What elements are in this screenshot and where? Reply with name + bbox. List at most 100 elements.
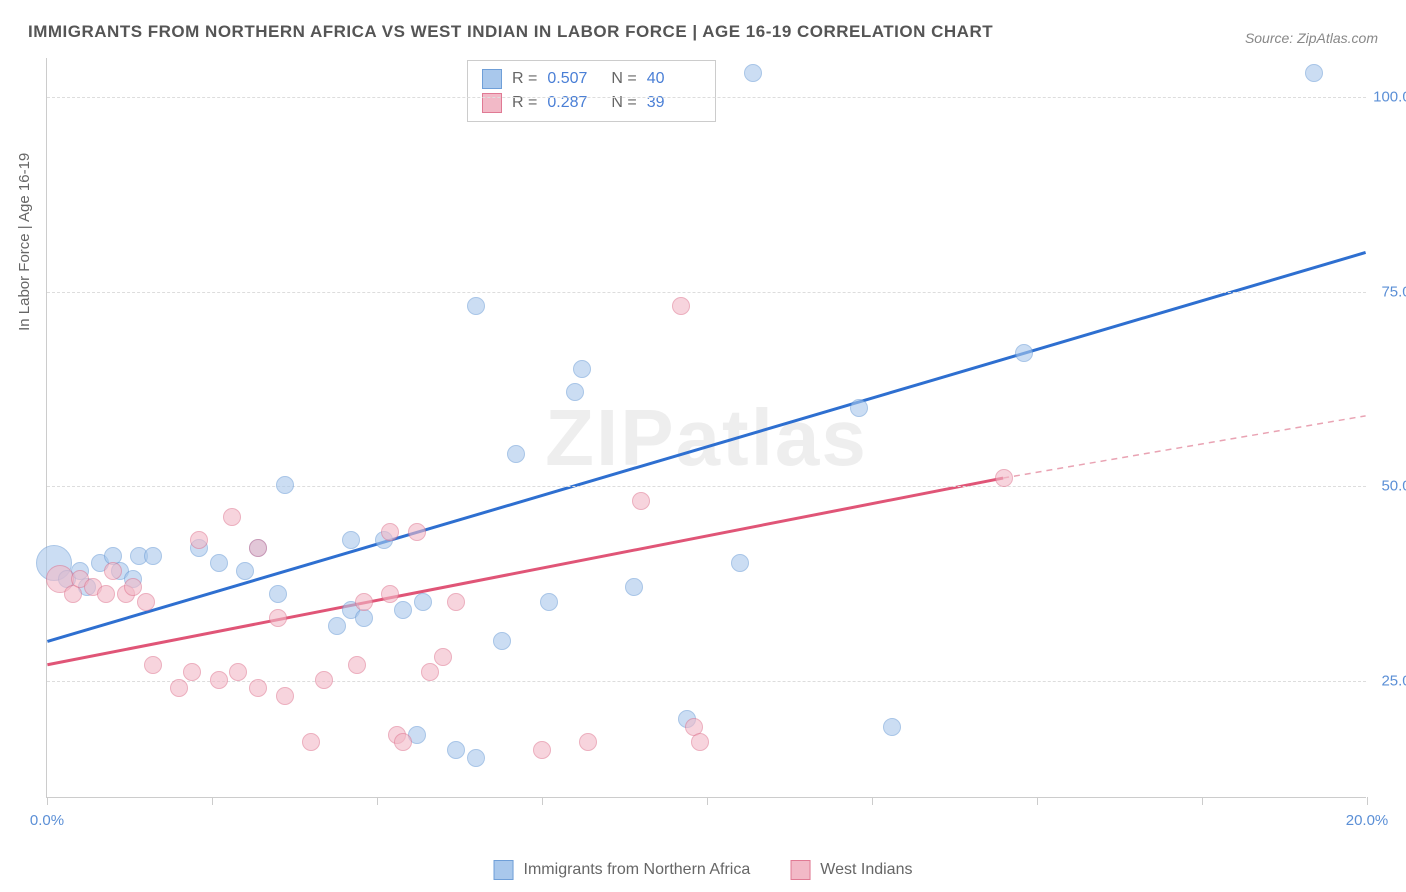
x-tick [707, 797, 708, 805]
gridline [47, 681, 1366, 682]
y-tick-label: 100.0% [1373, 88, 1406, 105]
scatter-point [995, 469, 1013, 487]
gridline [47, 292, 1366, 293]
x-tick [1037, 797, 1038, 805]
y-tick-label: 25.0% [1381, 673, 1406, 690]
scatter-point [381, 585, 399, 603]
legend-label-a: Immigrants from Northern Africa [524, 861, 751, 879]
legend: Immigrants from Northern Africa West Ind… [494, 860, 913, 880]
scatter-point [137, 593, 155, 611]
scatter-point [144, 547, 162, 565]
scatter-point [1305, 64, 1323, 82]
r-value-a: 0.507 [547, 70, 601, 88]
gridline [47, 97, 1366, 98]
scatter-point [883, 718, 901, 736]
r-label: R = [512, 70, 537, 88]
source-attribution: Source: ZipAtlas.com [1245, 30, 1378, 46]
scatter-point [632, 492, 650, 510]
scatter-point [850, 399, 868, 417]
n-value-a: 40 [647, 70, 701, 88]
scatter-point [625, 578, 643, 596]
scatter-point [223, 508, 241, 526]
gridline [47, 486, 1366, 487]
scatter-point [348, 656, 366, 674]
y-tick-label: 75.0% [1381, 283, 1406, 300]
scatter-point [144, 656, 162, 674]
scatter-point [467, 749, 485, 767]
scatter-point [97, 585, 115, 603]
chart-title: IMMIGRANTS FROM NORTHERN AFRICA VS WEST … [28, 22, 993, 42]
x-tick-label: 0.0% [30, 812, 64, 829]
scatter-point [381, 523, 399, 541]
y-axis-label: In Labor Force | Age 16-19 [16, 153, 33, 331]
scatter-point [467, 297, 485, 315]
scatter-point [236, 562, 254, 580]
trend-line [1003, 416, 1366, 478]
scatter-point [744, 64, 762, 82]
scatter-point [183, 663, 201, 681]
x-tick [872, 797, 873, 805]
trend-lines-layer [47, 58, 1366, 797]
scatter-point [731, 554, 749, 572]
x-tick [47, 797, 48, 805]
plot-area: ZIPatlas R = 0.507 N = 40 R = 0.287 N = … [46, 58, 1366, 798]
scatter-point [269, 585, 287, 603]
scatter-point [229, 663, 247, 681]
scatter-point [190, 531, 208, 549]
scatter-point [1015, 344, 1033, 362]
trend-line [47, 478, 1003, 665]
scatter-point [328, 617, 346, 635]
watermark-text: ZIPatlas [545, 392, 868, 484]
scatter-point [493, 632, 511, 650]
scatter-point [269, 609, 287, 627]
n-label: N = [611, 70, 636, 88]
y-tick-label: 50.0% [1381, 478, 1406, 495]
x-tick [212, 797, 213, 805]
scatter-point [276, 687, 294, 705]
scatter-point [447, 741, 465, 759]
scatter-point [408, 523, 426, 541]
scatter-point [276, 476, 294, 494]
swatch-series-b [790, 860, 810, 880]
scatter-point [566, 383, 584, 401]
scatter-point [355, 609, 373, 627]
scatter-point [691, 733, 709, 751]
source-name: ZipAtlas.com [1297, 30, 1378, 46]
legend-item-series-b: West Indians [790, 860, 912, 880]
scatter-point [672, 297, 690, 315]
stats-row-series-b: R = 0.287 N = 39 [482, 91, 701, 115]
legend-label-b: West Indians [820, 861, 912, 879]
scatter-point [394, 601, 412, 619]
scatter-point [64, 585, 82, 603]
scatter-point [315, 671, 333, 689]
scatter-point [249, 539, 267, 557]
swatch-series-a [494, 860, 514, 880]
scatter-point [210, 671, 228, 689]
x-tick-label: 20.0% [1346, 812, 1389, 829]
scatter-point [507, 445, 525, 463]
scatter-point [573, 360, 591, 378]
x-tick [1202, 797, 1203, 805]
legend-item-series-a: Immigrants from Northern Africa [494, 860, 751, 880]
scatter-point [170, 679, 188, 697]
scatter-point [414, 593, 432, 611]
scatter-point [355, 593, 373, 611]
scatter-point [447, 593, 465, 611]
trend-line [47, 252, 1365, 641]
scatter-point [540, 593, 558, 611]
scatter-point [533, 741, 551, 759]
scatter-point [434, 648, 452, 666]
swatch-series-a [482, 69, 502, 89]
correlation-stats-box: R = 0.507 N = 40 R = 0.287 N = 39 [467, 60, 716, 122]
scatter-point [124, 578, 142, 596]
x-tick [1367, 797, 1368, 805]
scatter-point [104, 562, 122, 580]
scatter-point [579, 733, 597, 751]
source-label: Source: [1245, 30, 1293, 46]
x-tick [542, 797, 543, 805]
scatter-point [342, 531, 360, 549]
x-tick [377, 797, 378, 805]
scatter-point [249, 679, 267, 697]
stats-row-series-a: R = 0.507 N = 40 [482, 67, 701, 91]
scatter-point [421, 663, 439, 681]
